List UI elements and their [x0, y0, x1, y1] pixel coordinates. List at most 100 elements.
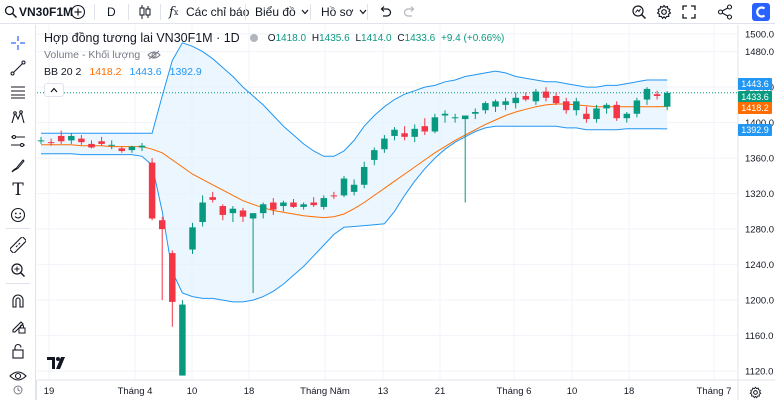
candle[interactable]	[320, 195, 328, 210]
candle[interactable]	[300, 202, 307, 210]
fib-retracement-icon[interactable]	[8, 82, 28, 102]
candle[interactable]	[663, 91, 671, 111]
candle[interactable]	[643, 87, 651, 105]
candle[interactable]	[482, 101, 489, 114]
candle[interactable]	[57, 130, 65, 144]
legend-volume-row[interactable]: Volume - Khối lượng	[44, 49, 161, 61]
settings-gear-icon[interactable]	[656, 0, 672, 24]
candle[interactable]	[532, 88, 540, 105]
candle[interactable]	[360, 161, 368, 189]
candle[interactable]	[542, 87, 550, 102]
trend-line-icon[interactable]	[8, 58, 28, 78]
candle[interactable]	[350, 179, 358, 196]
interval-button[interactable]: D	[107, 5, 116, 19]
candle[interactable]	[148, 158, 156, 221]
candle[interactable]	[78, 135, 85, 145]
candle[interactable]	[431, 113, 439, 134]
candle[interactable]	[219, 204, 227, 221]
candle[interactable]	[502, 97, 509, 111]
candle[interactable]	[562, 97, 570, 114]
candle[interactable]	[653, 90, 661, 100]
timezone-icon[interactable]	[13, 385, 23, 395]
symbol-search-button[interactable]: VN30F1M	[19, 5, 74, 19]
candle[interactable]	[270, 198, 277, 215]
text-tool-icon[interactable]: T	[12, 180, 24, 200]
candle[interactable]	[441, 110, 449, 123]
eye-icon[interactable]	[8, 366, 28, 386]
quick-search-icon[interactable]	[631, 0, 647, 24]
candle[interactable]	[593, 104, 600, 123]
candle[interactable]	[280, 200, 287, 212]
candle[interactable]	[573, 97, 580, 116]
candle[interactable]	[633, 97, 641, 118]
candle[interactable]	[421, 118, 429, 136]
candle[interactable]	[371, 147, 378, 166]
candle[interactable]	[209, 191, 216, 203]
candle[interactable]	[401, 126, 408, 141]
undo-icon[interactable]	[378, 0, 392, 24]
candle[interactable]	[68, 133, 75, 144]
fullscreen-icon[interactable]	[682, 0, 696, 24]
legend-collapse-button[interactable]	[44, 83, 64, 97]
zoom-in-icon[interactable]	[8, 260, 28, 280]
hide-eye-icon[interactable]	[147, 50, 161, 60]
candle[interactable]	[98, 136, 105, 146]
candle[interactable]	[330, 191, 338, 199]
candle[interactable]	[512, 92, 519, 109]
candle[interactable]	[583, 106, 590, 123]
candle[interactable]	[259, 202, 267, 219]
candle[interactable]	[623, 111, 631, 123]
compare-add-icon[interactable]	[70, 0, 86, 24]
candle[interactable]	[108, 140, 115, 150]
search-icon[interactable]	[4, 0, 18, 24]
lock-icon[interactable]	[8, 341, 28, 361]
pattern-tool-icon[interactable]	[8, 107, 28, 127]
candle[interactable]	[158, 216, 166, 301]
candle[interactable]	[249, 213, 257, 294]
candle[interactable]	[451, 113, 459, 123]
crosshair-icon[interactable]	[8, 33, 28, 53]
candle[interactable]	[118, 146, 126, 153]
candles-chart-type-icon[interactable]	[138, 0, 152, 24]
candle[interactable]	[88, 140, 95, 149]
redo-icon[interactable]	[403, 0, 417, 24]
candle[interactable]	[189, 222, 196, 254]
axis-settings-gear-icon[interactable]	[749, 386, 762, 400]
price-chart[interactable]: 1500.01480.01440.01400.01360.01320.01280…	[37, 25, 775, 400]
candle[interactable]	[138, 143, 146, 152]
candle[interactable]	[381, 135, 388, 153]
candle[interactable]	[340, 175, 348, 198]
legend-bb-row[interactable]: BB 20 2 1418.2 1443.6 1392.9	[44, 66, 202, 78]
magnet-icon[interactable]	[8, 291, 28, 311]
candle[interactable]	[461, 115, 469, 203]
candle[interactable]	[613, 101, 620, 121]
candle[interactable]	[169, 250, 176, 327]
candle[interactable]	[179, 300, 186, 376]
emoji-icon[interactable]	[8, 205, 28, 225]
candle[interactable]	[199, 195, 206, 227]
app-logo-icon[interactable]	[752, 0, 770, 24]
candle[interactable]	[472, 108, 479, 120]
candle[interactable]	[37, 136, 45, 144]
forecast-tool-icon[interactable]	[8, 131, 28, 151]
indicators-button[interactable]: Các chỉ báo	[186, 5, 250, 19]
share-icon[interactable]	[717, 0, 733, 24]
candle[interactable]	[290, 198, 297, 208]
candle[interactable]	[411, 124, 418, 143]
candle[interactable]	[310, 197, 317, 207]
candle[interactable]	[47, 138, 55, 146]
candle[interactable]	[603, 103, 610, 114]
candle[interactable]	[229, 206, 237, 223]
ruler-icon[interactable]	[8, 235, 28, 255]
chart-pane[interactable]: 1500.01480.01440.01400.01360.01320.01280…	[13, 25, 775, 400]
tradingview-logo-icon[interactable]	[47, 356, 69, 370]
candle[interactable]	[128, 145, 136, 153]
candle[interactable]	[391, 127, 398, 141]
candle[interactable]	[522, 92, 530, 102]
legend-main-row[interactable]: Hợp đồng tương lai VN30F1M · 1D O1418.0 …	[44, 31, 504, 45]
candle[interactable]	[492, 99, 499, 112]
candle[interactable]	[552, 92, 560, 105]
candle[interactable]	[239, 207, 247, 223]
lock-pencil-icon[interactable]	[8, 316, 28, 336]
